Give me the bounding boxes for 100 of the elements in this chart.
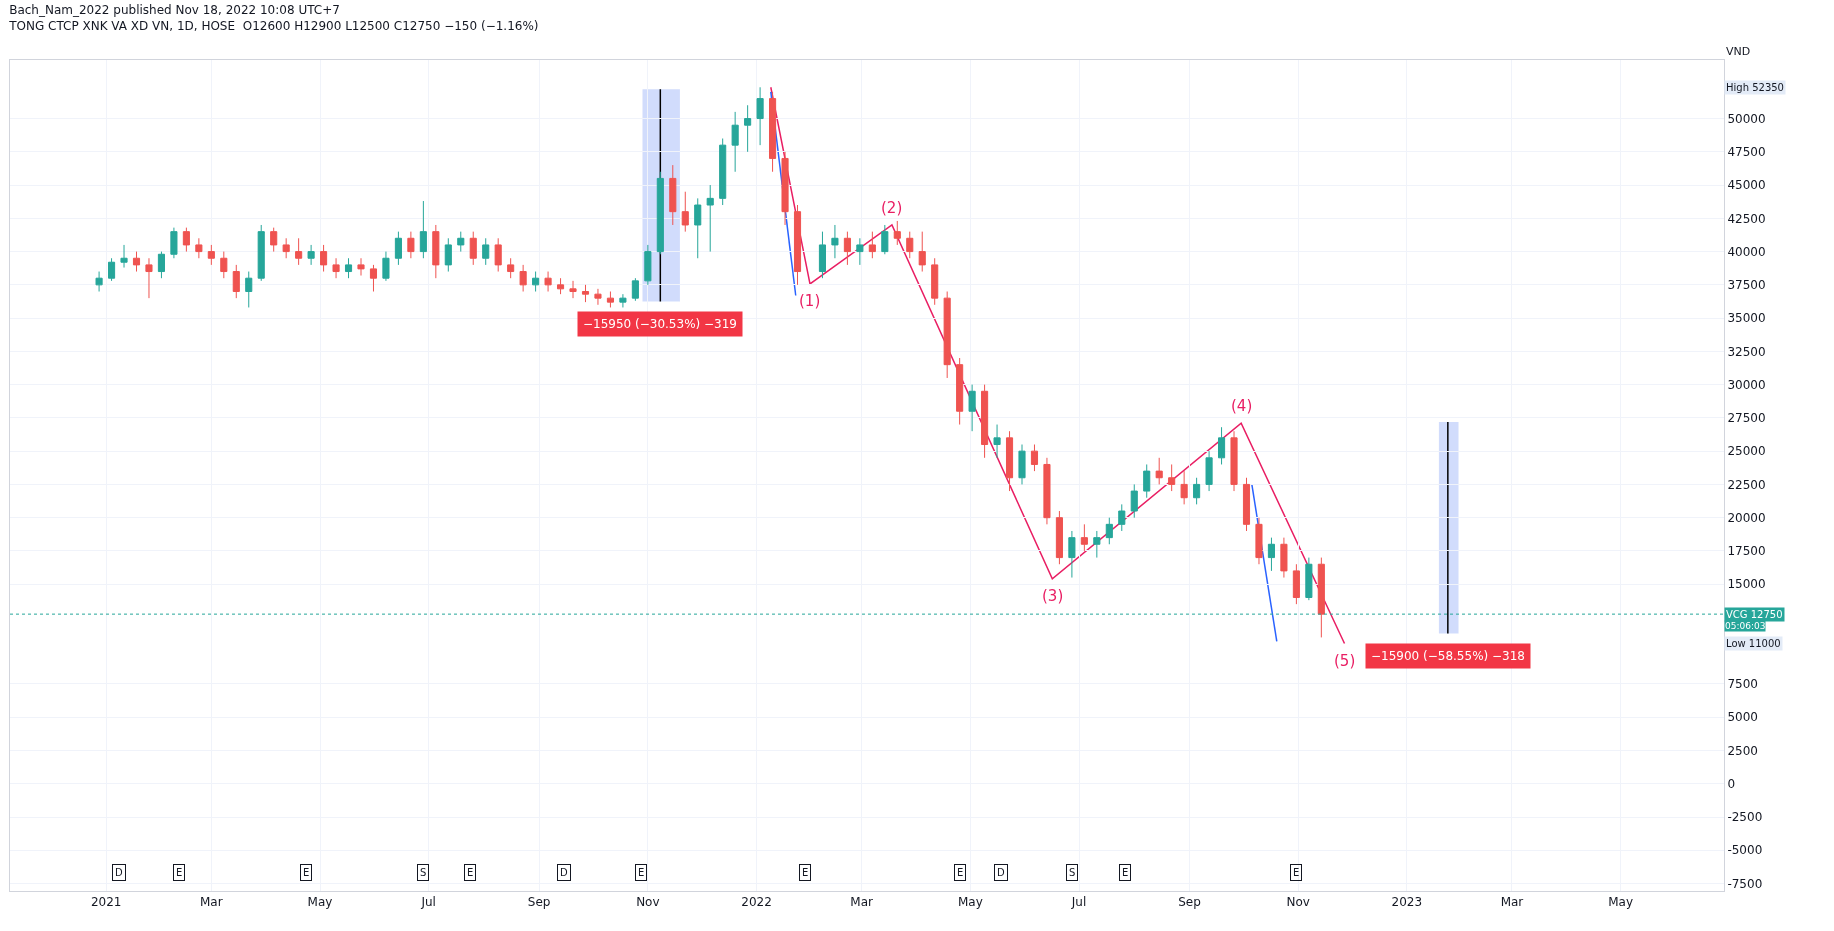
candlestick xyxy=(532,271,540,292)
annotation: −15950 (−30.53%) −319 xyxy=(583,317,737,331)
text: High 52350 xyxy=(1726,82,1784,93)
candlestick xyxy=(581,284,590,303)
candlestick xyxy=(1030,444,1039,472)
candlestick xyxy=(831,224,839,259)
candlestick xyxy=(1155,457,1163,485)
candlestick xyxy=(818,231,827,279)
candlestick xyxy=(482,237,490,266)
text: 05:06:03 xyxy=(1725,621,1766,631)
annotation: (4) xyxy=(1231,397,1253,415)
candlestick xyxy=(1143,463,1151,499)
candlestick xyxy=(344,257,353,279)
x-tick-label: Mar xyxy=(200,895,223,910)
annotation: E xyxy=(638,867,645,878)
chart-subtitle: Bach_Nam_2022 published Nov 18, 2022 10:08 UTC+7 xyxy=(9,2,340,17)
annotation: E xyxy=(303,867,310,878)
candlestick xyxy=(918,231,926,273)
annotation: E xyxy=(1122,867,1129,878)
candlestick xyxy=(220,251,228,279)
annotation: S xyxy=(1069,867,1076,878)
candlestick xyxy=(1205,450,1213,492)
annotation: E xyxy=(957,867,964,878)
y-tick-label: 42500 xyxy=(1727,211,1766,226)
candlestick xyxy=(843,231,851,266)
candlestick xyxy=(1305,557,1313,601)
candlestick xyxy=(270,227,278,253)
candlestick xyxy=(444,237,452,273)
annotation: −15900 (−58.55%) −318 xyxy=(1371,649,1525,663)
candlestick xyxy=(1242,477,1251,532)
y-tick-label: 22500 xyxy=(1727,477,1766,492)
y-tick-label: 5000 xyxy=(1727,710,1758,725)
candlestick xyxy=(170,227,178,259)
candlestick xyxy=(781,151,789,226)
candlestick xyxy=(893,220,901,246)
y-tick-label: 32500 xyxy=(1727,344,1766,359)
candlestick xyxy=(245,271,253,308)
candlestick xyxy=(195,237,203,259)
candlestick xyxy=(1018,444,1026,485)
x-tick-label: May xyxy=(1608,895,1634,910)
candlestick xyxy=(731,111,739,173)
candlestick xyxy=(943,291,951,379)
candlestick xyxy=(1005,430,1014,492)
y-tick-label: 47500 xyxy=(1727,145,1766,159)
candlestick xyxy=(320,244,328,273)
candlestick xyxy=(619,293,627,308)
candlestick xyxy=(1130,483,1138,519)
candlestick xyxy=(507,257,515,279)
x-tick-label: Jul xyxy=(420,895,436,910)
candlestick xyxy=(132,251,141,273)
candlestick xyxy=(706,184,714,253)
annotation: S xyxy=(420,867,427,878)
annotation: D xyxy=(115,867,123,878)
candlestick xyxy=(432,224,440,279)
candlestick xyxy=(968,384,976,432)
candlestick xyxy=(1068,530,1076,579)
candlestick xyxy=(719,138,727,206)
candlestick xyxy=(419,200,427,259)
candlestick xyxy=(756,86,764,146)
candlestick xyxy=(357,257,365,277)
candlestick xyxy=(407,231,415,259)
candlestick xyxy=(182,227,190,253)
candlestick xyxy=(744,104,752,153)
candlestick xyxy=(95,271,103,292)
candlestick xyxy=(369,264,378,292)
candlestick xyxy=(157,251,165,279)
candlestick xyxy=(1168,463,1176,492)
y-tick-label: 15000 xyxy=(1727,577,1766,592)
y-tick-label: 45000 xyxy=(1727,178,1766,193)
text: Low 11000 xyxy=(1726,638,1781,649)
candlestick xyxy=(108,257,116,282)
candlestick xyxy=(1218,426,1226,465)
ref-line-label: VCG 12750 xyxy=(1726,609,1783,620)
candlestick xyxy=(956,357,964,426)
candlestick xyxy=(606,291,614,308)
y-tick-label: -2500 xyxy=(1727,810,1763,825)
candlestick xyxy=(1080,523,1088,552)
x-tick-label: 2021 xyxy=(90,895,122,910)
candlestick xyxy=(282,237,290,259)
y-tick-label: -7500 xyxy=(1727,876,1763,891)
candlestick xyxy=(631,277,639,302)
annotation: E xyxy=(467,867,474,878)
x-tick-label: 2022 xyxy=(741,895,772,910)
x-tick-label: Jul xyxy=(1070,895,1087,910)
candlestick xyxy=(1193,477,1201,505)
candlestick xyxy=(332,257,340,279)
candlestick xyxy=(769,91,777,173)
candlestick xyxy=(981,384,989,459)
y-tick-label: 7500 xyxy=(1727,677,1758,692)
y-axis-title: VND xyxy=(1726,45,1751,58)
candlestick xyxy=(519,264,527,292)
candlestick xyxy=(906,231,914,259)
annotation: (2) xyxy=(881,199,903,217)
candlestick xyxy=(295,237,303,266)
y-tick-label: 25000 xyxy=(1727,444,1766,459)
candlestick xyxy=(1255,517,1263,565)
candlestick xyxy=(1292,563,1300,605)
y-tick-label: 17500 xyxy=(1727,544,1766,559)
annotation: (1) xyxy=(799,292,821,310)
x-tick-label: Sep xyxy=(527,895,551,910)
